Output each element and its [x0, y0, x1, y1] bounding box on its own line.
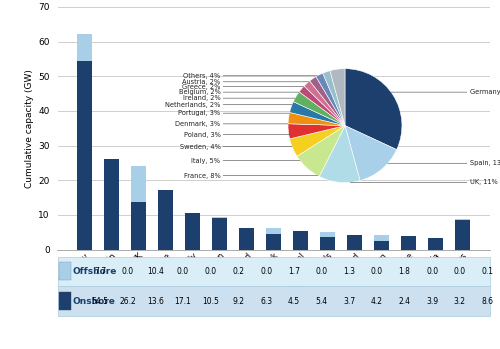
Wedge shape — [290, 102, 345, 126]
Wedge shape — [304, 81, 345, 126]
Text: Others, 4%: Others, 4% — [184, 73, 318, 79]
Bar — [104, 159, 119, 250]
Bar — [240, 228, 254, 250]
Text: Belgium, 2%: Belgium, 2% — [178, 89, 299, 95]
Text: 0.2: 0.2 — [232, 267, 244, 276]
Text: Spain, 13%: Spain, 13% — [388, 160, 500, 166]
Bar — [131, 166, 146, 202]
Wedge shape — [299, 86, 345, 126]
Text: 3.7: 3.7 — [343, 297, 355, 305]
Text: 10.5: 10.5 — [202, 297, 219, 305]
Wedge shape — [316, 73, 345, 126]
Text: 1.7: 1.7 — [288, 267, 300, 276]
Wedge shape — [345, 126, 397, 180]
Wedge shape — [320, 126, 360, 183]
Bar — [212, 218, 227, 250]
Bar — [374, 241, 390, 250]
Text: 17.1: 17.1 — [174, 297, 192, 305]
Text: Poland, 3%: Poland, 3% — [184, 132, 288, 138]
Text: 5.4: 5.4 — [316, 297, 328, 305]
Text: 4.5: 4.5 — [288, 297, 300, 305]
Bar — [77, 61, 92, 250]
Text: 54.5: 54.5 — [92, 297, 108, 305]
Text: Greece, 2%: Greece, 2% — [182, 84, 304, 90]
Wedge shape — [310, 77, 345, 126]
Text: 1.8: 1.8 — [398, 267, 410, 276]
Text: 9.2: 9.2 — [232, 297, 244, 305]
Text: 4.2: 4.2 — [371, 297, 383, 305]
Bar — [266, 228, 281, 234]
Text: 3.2: 3.2 — [454, 297, 466, 305]
Text: Germany, 30%: Germany, 30% — [391, 89, 500, 95]
Wedge shape — [290, 126, 345, 156]
Text: Sweden, 4%: Sweden, 4% — [180, 143, 292, 150]
Text: Austria, 2%: Austria, 2% — [182, 79, 308, 85]
Bar — [456, 220, 470, 250]
Wedge shape — [330, 69, 345, 126]
Bar — [402, 236, 416, 250]
Text: Netherlands, 2%: Netherlands, 2% — [165, 102, 292, 108]
Text: 1.3: 1.3 — [343, 267, 355, 276]
Y-axis label: Cumulative capacity (GW): Cumulative capacity (GW) — [25, 69, 34, 188]
Bar — [77, 34, 92, 61]
Text: 3.9: 3.9 — [426, 297, 438, 305]
Text: 0.0: 0.0 — [370, 267, 383, 276]
Bar — [320, 232, 335, 237]
Text: 0.0: 0.0 — [122, 267, 134, 276]
Wedge shape — [297, 126, 345, 177]
Text: 0.1: 0.1 — [482, 267, 494, 276]
Wedge shape — [288, 124, 345, 139]
Bar — [320, 237, 335, 250]
Bar — [348, 235, 362, 250]
Bar — [158, 190, 173, 250]
Text: 0.0: 0.0 — [426, 267, 438, 276]
Bar — [374, 235, 390, 241]
Text: France, 8%: France, 8% — [184, 172, 318, 179]
Bar — [294, 231, 308, 250]
Text: 0.0: 0.0 — [316, 267, 328, 276]
Text: 0.0: 0.0 — [454, 267, 466, 276]
Wedge shape — [345, 69, 402, 150]
Text: 13.6: 13.6 — [147, 297, 164, 305]
Text: 10.4: 10.4 — [147, 267, 164, 276]
Bar — [428, 238, 444, 250]
Bar — [131, 202, 146, 250]
Wedge shape — [294, 92, 345, 126]
Text: 26.2: 26.2 — [120, 297, 136, 305]
Text: Portugal, 3%: Portugal, 3% — [178, 110, 290, 116]
Bar — [266, 234, 281, 250]
Text: Onshore: Onshore — [72, 297, 116, 305]
Text: 0.0: 0.0 — [260, 267, 272, 276]
Text: 0.0: 0.0 — [204, 267, 217, 276]
Text: Offshore: Offshore — [72, 267, 117, 276]
Text: UK, 11%: UK, 11% — [350, 179, 498, 185]
Text: 8.6: 8.6 — [482, 297, 494, 305]
Text: Denmark, 3%: Denmark, 3% — [176, 121, 288, 127]
Text: 7.7: 7.7 — [94, 267, 106, 276]
Wedge shape — [323, 71, 345, 126]
Text: 6.3: 6.3 — [260, 297, 272, 305]
Text: 2.4: 2.4 — [398, 297, 410, 305]
Wedge shape — [288, 112, 345, 126]
Bar — [186, 213, 200, 250]
Text: Italy, 5%: Italy, 5% — [192, 157, 300, 164]
Text: Ireland, 2%: Ireland, 2% — [182, 95, 295, 101]
Bar — [212, 217, 227, 218]
Text: 0.0: 0.0 — [177, 267, 189, 276]
